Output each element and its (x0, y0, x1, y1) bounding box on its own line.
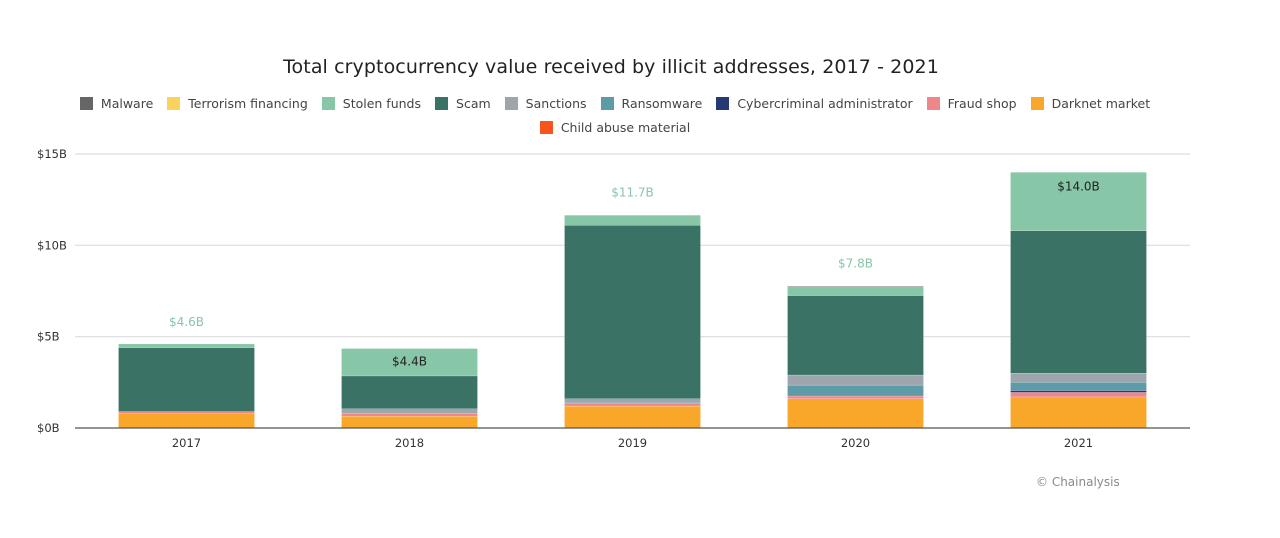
data-label-total: $4.4B (392, 355, 427, 369)
bar-segment-scam (1010, 230, 1147, 374)
bar-segment-darknet-market (787, 398, 924, 429)
bar-segment-fraud-shop (787, 395, 924, 399)
legend-swatch-cybercriminal-administrator (716, 96, 730, 110)
legend-swatch-child-abuse-material (539, 120, 553, 134)
legend-item-child-abuse-material[interactable]: Child abuse material (539, 119, 691, 135)
data-label-total: $7.8B (838, 257, 873, 271)
legend-swatch-darknet-market (1030, 96, 1044, 110)
bar-segment-cybercriminal-administrator (1010, 390, 1147, 393)
y-tick-label: $5B (37, 330, 60, 344)
legend-label: Darknet market (1051, 95, 1151, 111)
bar-segment-stolen-funds (787, 287, 924, 296)
legend-item-cybercriminal-administrator[interactable]: Cybercriminal administrator (716, 95, 913, 111)
legend-swatch-terrorism-financing (167, 96, 181, 110)
legend-item-malware[interactable]: Malware (79, 95, 154, 111)
legend-item-fraud-shop[interactable]: Fraud shop (926, 95, 1017, 111)
x-tick-label: 2020 (841, 436, 870, 450)
bar-segment-darknet-market (564, 405, 701, 429)
bar-segment-darknet-market (118, 413, 255, 429)
legend-label: Cybercriminal administrator (737, 95, 913, 111)
x-tick-label: 2021 (1064, 436, 1093, 450)
legend-swatch-scam (435, 96, 449, 110)
bar-segment-sanctions (564, 398, 701, 403)
legend-label: Malware (100, 95, 154, 111)
y-tick-label: $0B (37, 421, 60, 435)
y-tick-label: $10B (37, 238, 67, 252)
legend-item-ransomware[interactable]: Ransomware (600, 95, 703, 111)
bar-segment-fraud-shop (341, 413, 478, 417)
bar-segment-stolen-funds (564, 215, 701, 226)
y-tick-label: $15B (37, 147, 67, 161)
data-label-total: $11.7B (611, 185, 654, 199)
data-label-total: $4.6B (169, 315, 204, 329)
bar-segment-scam (341, 375, 478, 409)
legend-item-terrorism-financing[interactable]: Terrorism financing (167, 95, 308, 111)
bar-segment-sanctions (341, 408, 478, 414)
legend-item-sanctions[interactable]: Sanctions (504, 95, 587, 111)
legend-swatch-ransomware (600, 96, 614, 110)
legend-item-stolen-funds[interactable]: Stolen funds (321, 95, 422, 111)
bar-segment-stolen-funds (118, 343, 255, 348)
legend-item-scam[interactable]: Scam (435, 95, 491, 111)
bar-segment-fraud-shop (118, 411, 255, 414)
x-tick-label: 2017 (172, 436, 201, 450)
bar-segment-stolen-funds (1010, 172, 1147, 231)
legend-label: Sanctions (525, 95, 587, 111)
bar-segment-sanctions (787, 374, 924, 386)
legend-label: Ransomware (621, 95, 703, 111)
bar-segment-darknet-market (341, 415, 478, 429)
legend-label: Child abuse material (560, 119, 691, 135)
legend-item-darknet-market[interactable]: Darknet market (1030, 95, 1151, 111)
legend-swatch-fraud-shop (926, 96, 940, 110)
bar-segment-stolen-funds (341, 348, 478, 377)
bar-segment-scam (118, 347, 255, 412)
bar-segment-ransomware (787, 384, 924, 397)
bar-segment-fraud-shop (564, 403, 701, 407)
bar-segment-scam (787, 295, 924, 376)
x-tick-label: 2019 (618, 436, 647, 450)
bar-segment-malware (787, 286, 924, 288)
legend-swatch-stolen-funds (321, 96, 335, 110)
bar-segment-darknet-market (1010, 396, 1147, 429)
bar-segment-ransomware (1010, 382, 1147, 391)
chart-legend: Malware Terrorism financing Stolen funds… (60, 95, 1170, 135)
data-label-total: $14.0B (1057, 179, 1100, 193)
legend-swatch-malware (79, 96, 93, 110)
chart-title: Total cryptocurrency value received by i… (283, 56, 939, 78)
bar-segment-fraud-shop (1010, 392, 1147, 398)
legend-label: Terrorism financing (188, 95, 308, 111)
legend-label: Scam (456, 95, 491, 111)
credit-text: © Chainalysis (1036, 475, 1120, 489)
x-tick-label: 2018 (395, 436, 424, 450)
legend-label: Fraud shop (947, 95, 1017, 111)
legend-swatch-sanctions (504, 96, 518, 110)
legend-label: Stolen funds (342, 95, 422, 111)
bar-segment-sanctions (1010, 373, 1147, 383)
bar-segment-scam (564, 225, 701, 399)
